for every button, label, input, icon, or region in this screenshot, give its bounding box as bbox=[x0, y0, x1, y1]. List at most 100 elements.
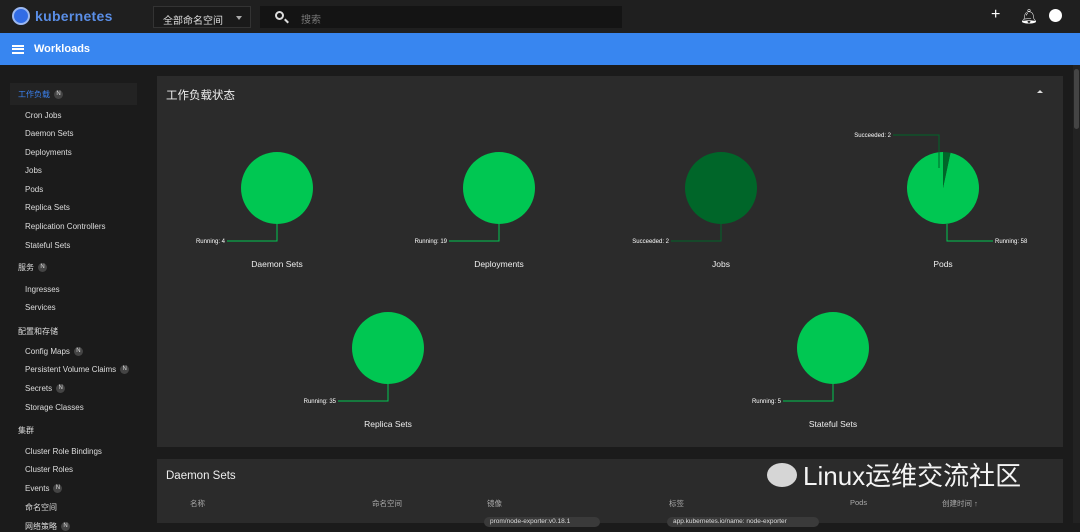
wechat-icon bbox=[767, 462, 797, 487]
leader-line bbox=[946, 224, 993, 242]
chevron-down-icon bbox=[236, 16, 242, 20]
sidebar-item-label: Replica Sets bbox=[25, 203, 70, 212]
leader-line bbox=[338, 384, 389, 402]
sidebar-item[interactable]: Storage Classes bbox=[25, 403, 84, 412]
sidebar-item-label: Cluster Roles bbox=[25, 465, 74, 474]
sidebar: 工作负载 N Cron Jobs Daemon Sets Deployments Jobs… bbox=[0, 65, 146, 532]
slice-label: Running: 35 bbox=[304, 399, 337, 405]
plus-icon[interactable]: + bbox=[991, 6, 1001, 23]
label-chip: app.kubernetes.io/name: node-exporter bbox=[667, 517, 819, 527]
chart-title: Jobs bbox=[712, 259, 730, 269]
sidebar-item-label: Ingresses bbox=[25, 285, 60, 294]
workload-status-card: 工作负载状态 Running: 4 Daemon Sets Running: 19 D… bbox=[157, 76, 1063, 447]
image-chip: prom/node-exporter:v0.18.1 bbox=[484, 517, 600, 527]
column-header: Pods bbox=[850, 498, 868, 507]
sidebar-item-label: Jobs bbox=[25, 166, 42, 175]
chart-title: Daemon Sets bbox=[251, 259, 303, 269]
pie-chart: Running: 4 Daemon Sets bbox=[196, 152, 313, 269]
new-badge: N bbox=[54, 90, 63, 100]
sidebar-item[interactable]: Replica Sets bbox=[25, 203, 70, 212]
sidebar-item[interactable]: 命名空间 bbox=[25, 502, 57, 513]
scrollbar[interactable] bbox=[1073, 65, 1080, 523]
pie-chart: Running: 58 Succeeded: 2 Pods bbox=[854, 133, 1028, 269]
chart-title: Deployments bbox=[474, 259, 524, 269]
slice-label: Succeeded: 2 bbox=[854, 133, 891, 139]
page-title: Workloads bbox=[34, 43, 91, 55]
sidebar-item[interactable]: Replication Controllers bbox=[25, 222, 105, 231]
account-icon[interactable] bbox=[1049, 9, 1062, 22]
chart-title: Stateful Sets bbox=[809, 419, 857, 429]
namespace-select[interactable]: 全部命名空间 bbox=[153, 6, 251, 28]
sidebar-item-label: Events bbox=[25, 484, 50, 493]
pie-slice[interactable] bbox=[685, 152, 757, 224]
column-header[interactable]: 创建时间 ↑ bbox=[942, 499, 978, 508]
pie-slice[interactable] bbox=[463, 152, 535, 224]
new-badge: N bbox=[53, 484, 63, 494]
pie-chart: Succeeded: 2 Jobs bbox=[632, 152, 757, 269]
sidebar-item[interactable]: Services bbox=[25, 303, 56, 312]
collapse-icon[interactable] bbox=[1037, 90, 1043, 93]
leader-line bbox=[227, 224, 278, 242]
pie-slice[interactable] bbox=[241, 152, 313, 224]
pie-slice[interactable] bbox=[352, 312, 424, 384]
pie-slice[interactable] bbox=[797, 312, 869, 384]
sidebar-item[interactable]: Secrets N bbox=[25, 384, 66, 394]
sidebar-item-label: Deployments bbox=[25, 148, 72, 157]
sidebar-section-0[interactable]: 工作负载 N bbox=[10, 83, 137, 105]
menu-icon[interactable] bbox=[12, 44, 24, 54]
watermark-text: Linux运维交流社区 bbox=[803, 461, 1022, 491]
header-bar: Workloads bbox=[0, 33, 1080, 65]
sidebar-item[interactable]: Cluster Roles bbox=[25, 465, 73, 474]
new-badge: N bbox=[120, 365, 130, 375]
slice-label: Running: 58 bbox=[995, 239, 1028, 245]
slice-label: Running: 5 bbox=[752, 399, 782, 405]
sidebar-item[interactable]: Daemon Sets bbox=[25, 129, 73, 138]
sidebar-item-label: Cron Jobs bbox=[25, 111, 62, 120]
sidebar-item-label: Stateful Sets bbox=[25, 241, 71, 250]
sidebar-item-label: 命名空间 bbox=[25, 503, 57, 512]
sidebar-section-3[interactable]: 集群 bbox=[18, 425, 34, 436]
pie-slice[interactable] bbox=[943, 152, 951, 188]
sidebar-item[interactable]: Ingresses bbox=[25, 285, 60, 294]
sidebar-section-1[interactable]: 服务 N bbox=[18, 262, 47, 273]
search-icon bbox=[275, 11, 284, 20]
column-header[interactable]: 命名空间 bbox=[372, 499, 402, 508]
sidebar-item[interactable]: Events N bbox=[25, 484, 63, 494]
kubernetes-wheel-icon bbox=[12, 7, 30, 25]
kubernetes-logo[interactable]: kubernetes bbox=[12, 7, 113, 25]
sidebar-item[interactable]: Jobs bbox=[25, 166, 42, 175]
brand-name: kubernetes bbox=[35, 8, 113, 24]
pie-chart: Running: 19 Deployments bbox=[415, 152, 535, 269]
bell-icon[interactable]: 🔔︎ bbox=[1020, 8, 1038, 24]
pie-chart: Running: 5 Stateful Sets bbox=[752, 312, 869, 429]
sidebar-item[interactable]: Persistent Volume Claims N bbox=[25, 365, 130, 375]
sidebar-item-label: Storage Classes bbox=[25, 403, 84, 412]
pie-slice[interactable] bbox=[907, 152, 979, 225]
scrollbar-thumb[interactable] bbox=[1074, 69, 1079, 129]
sidebar-item-label: Daemon Sets bbox=[25, 129, 74, 138]
leader-line bbox=[671, 224, 722, 242]
sidebar-item[interactable]: Cluster Role Bindings bbox=[25, 447, 102, 456]
leader-line bbox=[783, 384, 834, 402]
leader-line bbox=[449, 224, 500, 242]
card-title: 工作负载状态 bbox=[166, 90, 235, 102]
new-badge: N bbox=[56, 384, 66, 394]
new-badge: N bbox=[61, 522, 70, 532]
column-header: 镜像 bbox=[487, 499, 502, 508]
daemon-sets-card: Daemon Sets 名称 命名空间 镜像 标签 Pods 创建时间 ↑ pr… bbox=[157, 459, 1063, 527]
search-input[interactable]: 搜索 bbox=[260, 6, 622, 28]
top-bar: kubernetes 全部命名空间 搜索 + 🔔︎ bbox=[0, 0, 1080, 33]
sidebar-item[interactable]: Pods bbox=[25, 185, 43, 194]
sidebar-item[interactable]: Deployments bbox=[25, 148, 72, 157]
namespace-value: 全部命名空间 bbox=[163, 16, 223, 27]
pie-chart: Running: 35 Replica Sets bbox=[304, 312, 424, 429]
sidebar-item[interactable]: Stateful Sets bbox=[25, 241, 70, 250]
column-header[interactable]: 名称 bbox=[190, 499, 205, 508]
watermark: Linux运维交流社区 bbox=[767, 456, 1021, 493]
sidebar-item[interactable]: Cron Jobs bbox=[25, 111, 61, 120]
sidebar-item-label: Secrets bbox=[25, 384, 53, 393]
slice-label: Running: 19 bbox=[415, 239, 448, 245]
sidebar-item[interactable]: Config Maps N bbox=[25, 347, 83, 357]
sidebar-section-2[interactable]: 配置和存储 bbox=[18, 326, 58, 337]
sidebar-item-label: Config Maps bbox=[25, 347, 70, 356]
